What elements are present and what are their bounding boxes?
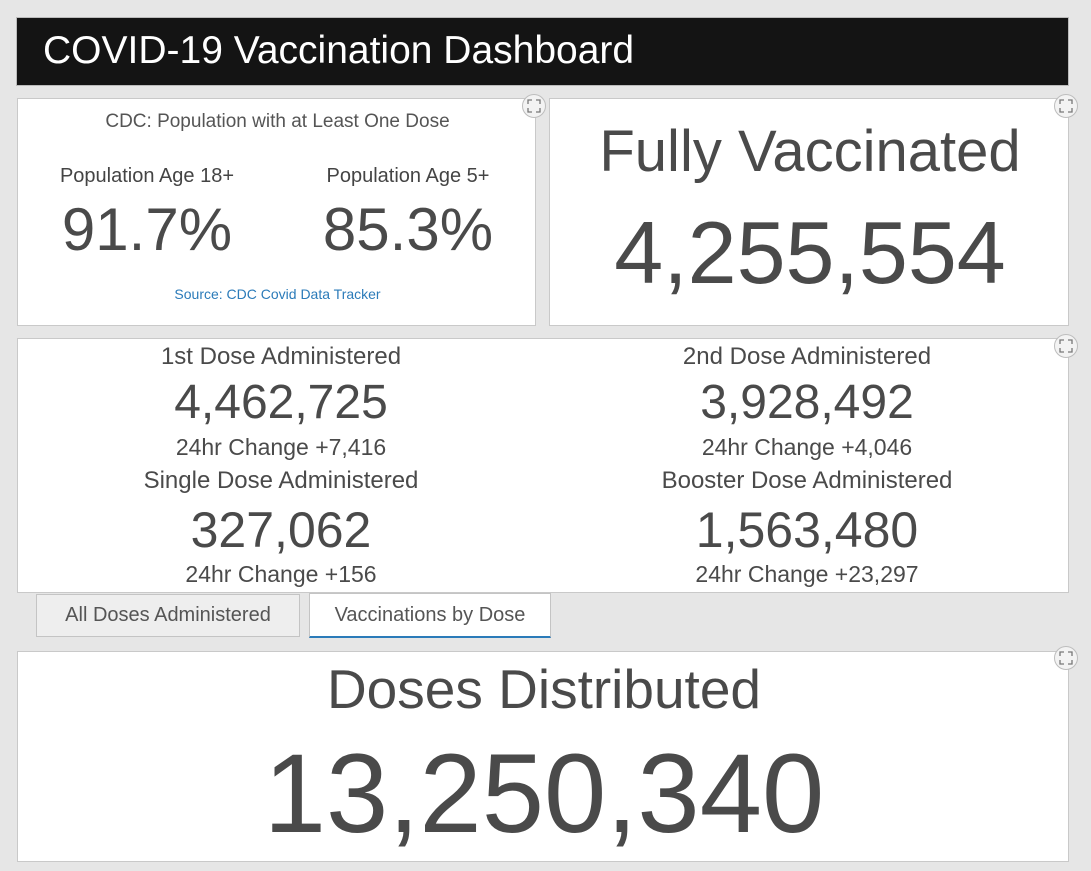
second-dose-label: 2nd Dose Administered xyxy=(682,343,932,370)
tab-label: All Doses Administered xyxy=(65,604,271,626)
second-dose-change: 24hr Change +4,046 xyxy=(701,434,913,460)
booster-dose-label: Booster Dose Administered xyxy=(661,467,953,494)
single-dose-label: Single Dose Administered xyxy=(143,467,419,494)
doses-distributed-panel: Doses Distributed 13,250,340 xyxy=(17,651,1069,862)
fully-vaccinated-value: 4,255,554 xyxy=(614,203,1006,302)
tab-all-doses-administered[interactable]: All Doses Administered xyxy=(36,594,300,637)
first-dose-value: 4,462,725 xyxy=(174,376,388,429)
single-dose-value: 327,062 xyxy=(190,502,372,558)
single-dose-change: 24hr Change +156 xyxy=(185,561,377,587)
cdc-panel-title: CDC: Population with at Least One Dose xyxy=(105,111,450,132)
first-dose-label: 1st Dose Administered xyxy=(160,343,402,370)
expand-icon[interactable] xyxy=(1054,94,1078,118)
tab-label: Vaccinations by Dose xyxy=(334,603,526,626)
cdc-population-panel: CDC: Population with at Least One Dose P… xyxy=(17,98,536,326)
expand-icon[interactable] xyxy=(1054,334,1078,358)
source-link[interactable]: Source: CDC Covid Data Tracker xyxy=(174,286,381,302)
doses-administered-panel: 1st Dose Administered 4,462,725 24hr Cha… xyxy=(17,338,1069,593)
doses-distributed-value: 13,250,340 xyxy=(263,731,825,856)
expand-icon[interactable] xyxy=(522,94,546,118)
second-dose-value: 3,928,492 xyxy=(700,376,914,429)
dashboard-header: COVID-19 Vaccination Dashboard xyxy=(16,17,1069,86)
dashboard-title: COVID-19 Vaccination Dashboard xyxy=(43,29,635,72)
age-18-label: Population Age 18+ xyxy=(59,165,235,187)
booster-dose-change: 24hr Change +23,297 xyxy=(695,561,919,587)
age-5-label: Population Age 5+ xyxy=(326,165,490,187)
fully-vaccinated-panel: Fully Vaccinated 4,255,554 xyxy=(549,98,1069,326)
age-5-value: 85.3% xyxy=(322,196,494,263)
fully-vaccinated-label: Fully Vaccinated xyxy=(599,119,1021,184)
doses-distributed-label: Doses Distributed xyxy=(326,658,762,720)
tab-vaccinations-by-dose[interactable]: Vaccinations by Dose xyxy=(309,593,551,638)
expand-icon[interactable] xyxy=(1054,646,1078,670)
first-dose-change: 24hr Change +7,416 xyxy=(175,434,387,460)
age-18-value: 91.7% xyxy=(61,196,233,263)
booster-dose-value: 1,563,480 xyxy=(695,502,919,558)
